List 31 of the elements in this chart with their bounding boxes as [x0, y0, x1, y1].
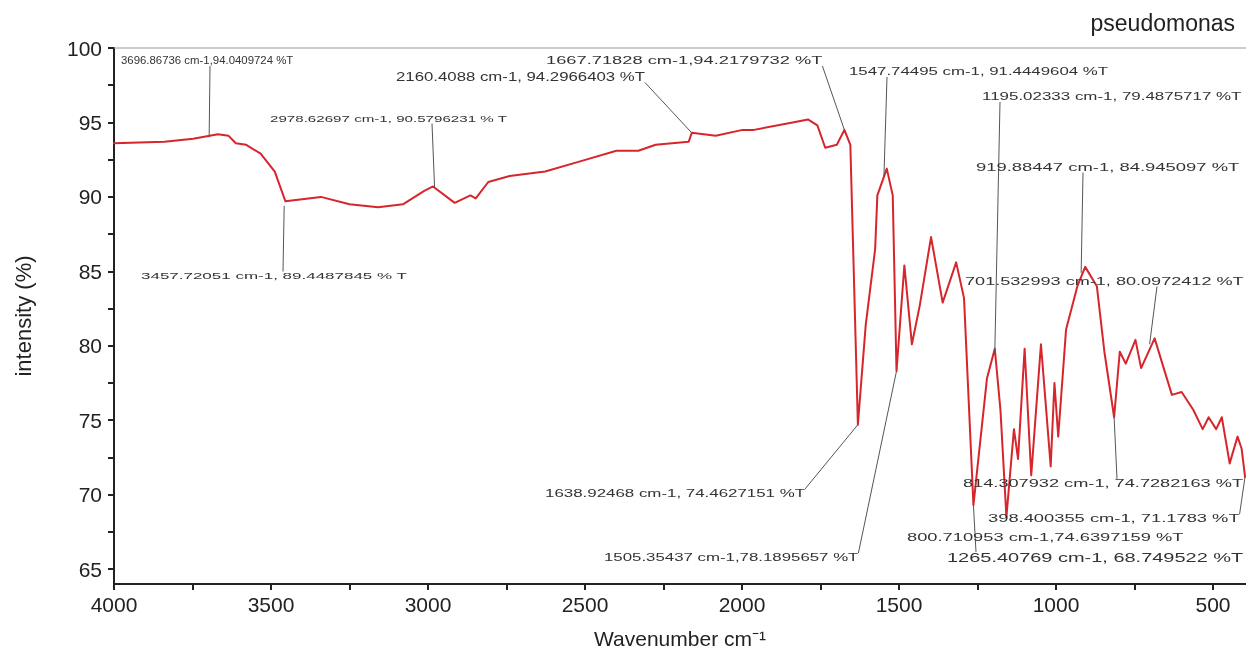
x-tick-label: 1000	[1032, 593, 1080, 616]
annotation: 1667.71828 cm-1,94.2179732 %T	[546, 55, 823, 66]
y-tick-label: 75	[78, 408, 102, 432]
x-tick-label: 3500	[247, 593, 295, 616]
y-tick-label: 100	[66, 36, 102, 60]
x-tick-label: 4000	[90, 593, 138, 616]
y-tick-label: 70	[78, 483, 102, 507]
annotation: 3457.72051 cm-1, 89.4487845 % T	[141, 270, 407, 281]
annotation: 2978.62697 cm-1, 90.5796231 % T	[270, 113, 507, 124]
x-tick-label: 3000	[404, 593, 452, 616]
annotation: 3696.86736 cm-1,94.0409724 %T	[121, 55, 294, 66]
y-axis-title: intensity (%)	[10, 255, 36, 377]
x-tick-label: 2000	[718, 593, 766, 616]
y-tick-label: 90	[78, 185, 102, 209]
annotation: 1195.02333 cm-1, 79.4875717 %T	[982, 91, 1242, 102]
annotation: 1547.74495 cm-1, 91.4449604 %T	[849, 66, 1108, 77]
y-tick-label: 85	[78, 259, 102, 283]
y-tick-label: 80	[78, 334, 102, 358]
chart-title: pseudomonas	[1090, 9, 1236, 36]
y-tick-label: 95	[78, 110, 102, 134]
annotation: 800.710953 cm-1,74.6397159 %T	[907, 532, 1184, 543]
annotation: 1638.92468 cm-1, 74.4627151 %T	[545, 488, 805, 499]
y-tick-label: 65	[78, 557, 102, 581]
annotation: 2160.4088 cm-1, 94.2966403 %T	[396, 68, 645, 84]
x-tick-label: 500	[1195, 593, 1231, 616]
x-axis-title: Wavenumber cm⁻¹	[594, 627, 766, 650]
x-tick-label: 2500	[561, 593, 609, 616]
annotation: 1265.40769 cm-1, 68.749522 %T	[947, 551, 1244, 565]
annotation: 1505.35437 cm-1,78.1895657 %T	[604, 552, 859, 563]
x-tick-label: 1500	[875, 593, 923, 616]
annotation: 398.400355 cm-1, 71.1783 %T	[988, 513, 1240, 524]
